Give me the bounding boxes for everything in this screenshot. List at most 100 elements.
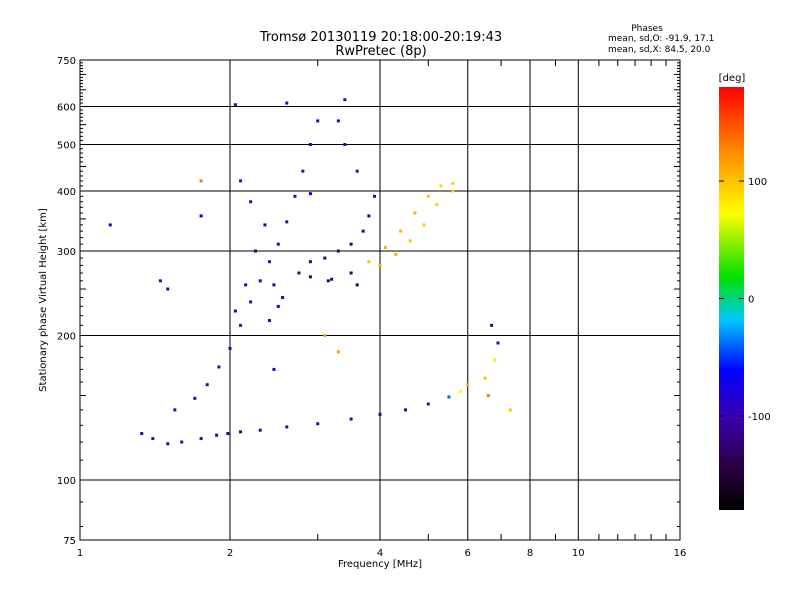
echo-point (258, 428, 262, 432)
echo-point (226, 432, 230, 436)
echo-point (233, 103, 237, 107)
echo-point (205, 383, 209, 387)
echo-point (323, 256, 327, 260)
echo-point (166, 442, 170, 446)
echo-point (367, 214, 371, 218)
y-tick-label: 300 (57, 247, 76, 258)
echo-point (199, 214, 203, 218)
phase-stats-x: mean, sd,X: 84.5, 20.0 (608, 45, 711, 55)
y-tick-label: 75 (63, 536, 76, 547)
echo-point (447, 395, 451, 399)
echo-point (451, 181, 455, 185)
echo-point (349, 271, 353, 275)
echo-point (466, 383, 470, 387)
x-tick-label: 4 (377, 548, 383, 559)
echo-point (336, 350, 340, 354)
phase-stats-o: mean, sd,O: -91.9, 17.1 (608, 34, 714, 44)
echo-point (193, 396, 197, 400)
echo-point (199, 179, 203, 183)
echo-point (490, 323, 494, 327)
echo-point (426, 402, 430, 406)
y-tick-label: 600 (57, 103, 76, 114)
echo-point (326, 279, 330, 283)
echo-point (343, 98, 347, 102)
x-tick-label: 8 (527, 548, 533, 559)
echo-point (403, 408, 407, 412)
echo-point (276, 304, 280, 308)
echo-point (267, 318, 271, 322)
echo-point (233, 309, 237, 313)
echo-point (293, 194, 297, 198)
echo-point (330, 277, 334, 281)
y-tick-label: 100 (57, 476, 76, 487)
y-tick-label: 500 (57, 141, 76, 152)
echo-point (297, 271, 301, 275)
echo-point (483, 376, 487, 380)
echo-point (383, 246, 387, 250)
echo-point (367, 260, 371, 264)
echo-point (378, 412, 382, 416)
echo-point (253, 249, 257, 253)
x-tick-label: 2 (227, 548, 233, 559)
echo-point (258, 279, 262, 283)
echo-point (239, 323, 243, 327)
echo-point (336, 119, 340, 123)
y-tick-label: 200 (57, 332, 76, 343)
x-axis-label: Frequency [MHz] (338, 559, 422, 570)
echo-point (281, 296, 285, 300)
plot-frame (79, 59, 681, 541)
echo-point (426, 194, 430, 198)
echo-point (343, 143, 347, 147)
y-axis-ticks: 75 100 200 300 400 500 600 750 (57, 56, 680, 547)
echo-point (336, 249, 340, 253)
echo-point (108, 223, 112, 227)
colorbar-tick-label: 0 (748, 295, 754, 306)
x-tick-label: 16 (674, 548, 687, 559)
echo-point (173, 408, 177, 412)
echo-point (439, 184, 443, 188)
echo-point (496, 341, 500, 345)
y-tick-label: 400 (57, 187, 76, 198)
echo-point (272, 283, 276, 287)
echo-point (272, 367, 276, 371)
x-tick-label: 6 (465, 548, 471, 559)
echo-point (316, 422, 320, 426)
echo-point (378, 263, 382, 267)
y-tick-label: 750 (57, 56, 76, 67)
colorbar-tick-label: -100 (748, 412, 771, 423)
echo-point (308, 143, 312, 147)
echo-point (158, 279, 162, 283)
echo-point (435, 202, 439, 206)
echo-point (308, 275, 312, 279)
chart-subtitle: RwPretec (8p) (335, 44, 426, 59)
x-axis-ticks: 1 2 4 6 8 10 16 (77, 60, 687, 559)
echo-point (408, 239, 412, 243)
echo-point (217, 365, 221, 369)
echo-point (355, 169, 359, 173)
echo-point (215, 433, 219, 437)
echo-point (267, 260, 271, 264)
chart-title: Tromsø 20130119 20:18:00-20:19:43 (259, 30, 502, 45)
echo-point (355, 283, 359, 287)
colorbar-tick-label: 100 (748, 177, 767, 188)
echo-point (151, 437, 155, 441)
echo-point (228, 346, 232, 350)
echo-point (508, 408, 512, 412)
x-tick-label: 1 (77, 548, 83, 559)
echo-point (399, 229, 403, 233)
echo-point (285, 220, 289, 224)
y-axis-label: Stationary phase Virtual Height [km] (38, 208, 49, 392)
echo-point (180, 440, 184, 444)
echo-point (301, 169, 305, 173)
echo-point (493, 358, 497, 362)
echo-point (239, 179, 243, 183)
echo-point (308, 260, 312, 264)
echo-point (361, 229, 365, 233)
echo-point (422, 223, 426, 227)
echo-point (458, 389, 462, 393)
echo-point (316, 119, 320, 123)
echo-point (263, 223, 267, 227)
echo-point (308, 192, 312, 196)
